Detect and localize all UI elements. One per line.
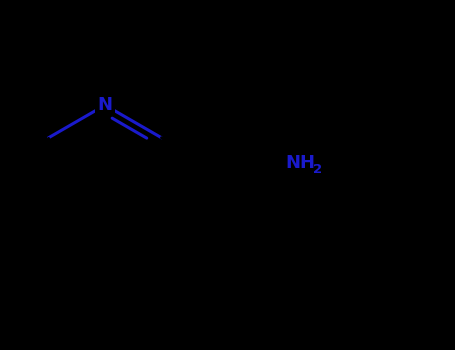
Text: 2: 2 xyxy=(313,163,322,176)
Text: NH: NH xyxy=(285,154,315,172)
Text: N: N xyxy=(97,96,112,114)
